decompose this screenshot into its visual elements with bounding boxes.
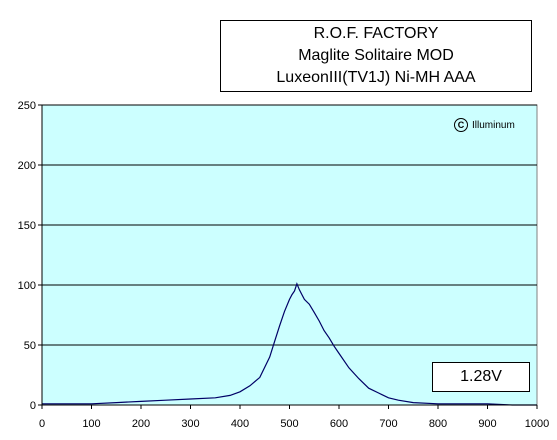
title-line-2: Maglite Solitaire MOD	[298, 47, 454, 64]
x-tick-label: 100	[82, 418, 100, 430]
voltage-label: 1.28V	[432, 362, 530, 392]
x-tick-label: 600	[330, 418, 348, 430]
grid-lines	[42, 104, 537, 346]
watermark: C Illuminum	[454, 116, 515, 134]
x-tick-label: 200	[132, 418, 150, 430]
x-tick-label: 0	[39, 418, 45, 430]
axes	[38, 104, 538, 409]
y-tick-label: 100	[18, 280, 36, 292]
y-tick-label: 250	[18, 100, 36, 112]
x-tick-label: 800	[429, 418, 447, 430]
x-tick-label: 300	[181, 418, 199, 430]
x-tick-label: 700	[379, 418, 397, 430]
series-line	[42, 282, 537, 406]
y-tick-labels: 0 50 100 150 200 250	[18, 100, 36, 412]
x-tick-label: 1000	[525, 418, 549, 430]
y-tick-label: 200	[18, 160, 36, 172]
plot-area	[41, 104, 538, 406]
title-line-1: R.O.F. FACTORY	[313, 25, 439, 42]
y-tick-label: 0	[30, 400, 36, 412]
x-tick-label: 500	[280, 418, 298, 430]
chart-title-box: R.O.F. FACTORY Maglite Solitaire MOD Lux…	[220, 20, 532, 92]
x-tick-label: 900	[478, 418, 496, 430]
x-tick-label: 400	[231, 418, 249, 430]
title-line-3: LuxeonIII(TV1J) Ni-MH AAA	[276, 69, 476, 86]
y-tick-label: 50	[24, 340, 36, 352]
watermark-text: Illuminum	[472, 119, 515, 131]
y-tick-label: 150	[18, 220, 36, 232]
copyright-icon: C	[454, 118, 468, 132]
x-tick-labels: 0 100 200 300 400 500 600 700 800 900 1000	[39, 418, 549, 430]
